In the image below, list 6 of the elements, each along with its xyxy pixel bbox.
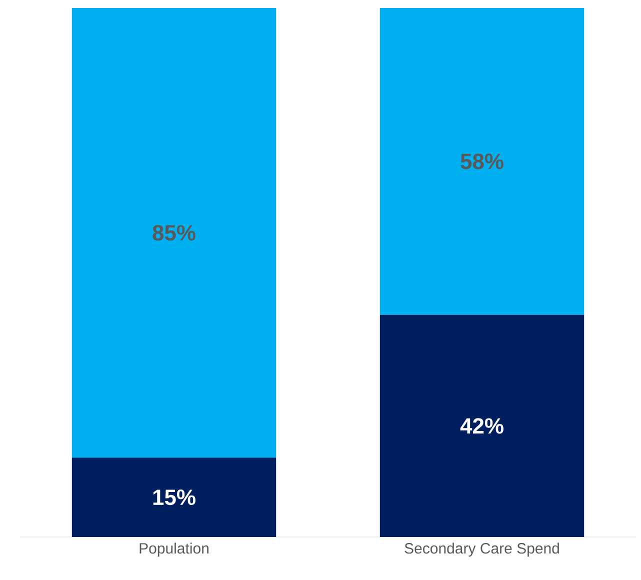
- data-label: 85%: [152, 225, 196, 241]
- data-label: 58%: [460, 154, 504, 170]
- x-tick-label: Population: [140, 542, 208, 557]
- data-label: 15%: [153, 490, 196, 506]
- x-tick-label: Secondary Care Spend: [404, 542, 559, 557]
- data-label: 42%: [460, 418, 504, 434]
